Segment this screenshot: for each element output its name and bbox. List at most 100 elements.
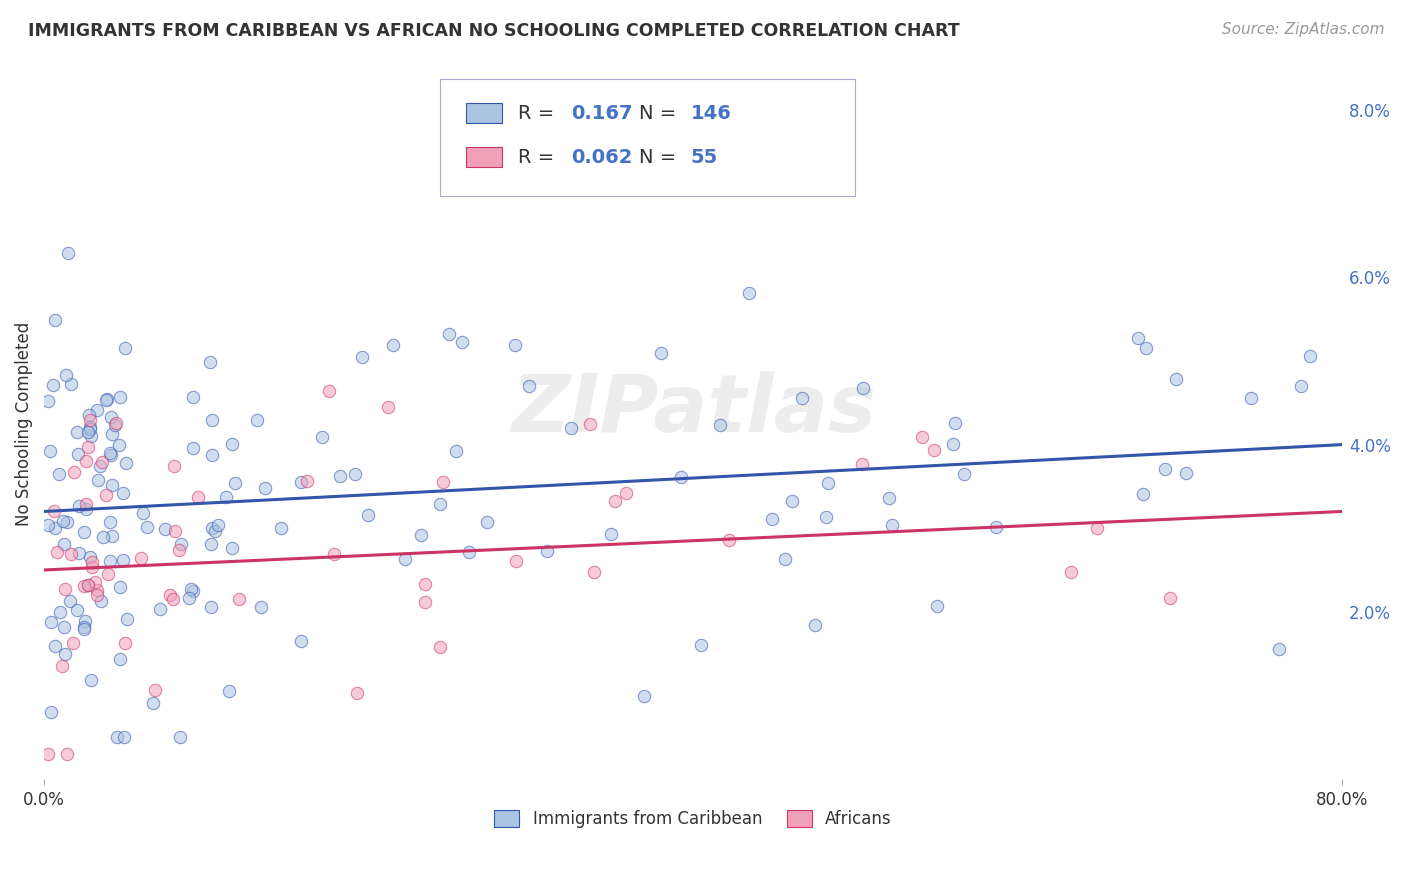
- Point: [1135, 341, 1157, 355]
- Point: [94, 392, 117, 407]
- Point: [350, 350, 373, 364]
- Point: [578, 417, 600, 432]
- Point: [690, 638, 713, 652]
- Point: [1132, 486, 1154, 500]
- Point: [44, 312, 66, 326]
- Point: [503, 337, 526, 351]
- Point: [201, 520, 224, 534]
- Point: [775, 552, 797, 566]
- Point: [73, 525, 96, 540]
- Text: IMMIGRANTS FROM CARIBBEAN VS AFRICAN NO SCHOOLING COMPLETED CORRELATION CHART: IMMIGRANTS FROM CARIBBEAN VS AFRICAN NO …: [28, 22, 960, 40]
- Point: [49, 605, 72, 619]
- Point: [329, 469, 352, 483]
- Point: [444, 443, 467, 458]
- Point: [200, 600, 222, 615]
- Point: [437, 326, 460, 341]
- Point: [943, 416, 966, 430]
- Point: [59, 594, 82, 608]
- Point: [45, 545, 67, 559]
- Point: [110, 390, 132, 404]
- Point: [108, 580, 131, 594]
- Point: [84, 574, 107, 589]
- Point: [44, 521, 66, 535]
- Point: [37, 518, 59, 533]
- Point: [814, 510, 837, 524]
- Point: [107, 438, 129, 452]
- Point: [187, 490, 209, 504]
- Point: [169, 730, 191, 744]
- Point: [135, 520, 157, 534]
- Point: [633, 689, 655, 703]
- Point: [927, 599, 949, 614]
- Point: [86, 588, 108, 602]
- Point: [39, 705, 62, 719]
- Point: [877, 491, 900, 505]
- Point: [451, 335, 474, 350]
- Point: [53, 582, 76, 597]
- Text: 146: 146: [690, 103, 731, 123]
- Point: [96, 392, 118, 406]
- Point: [169, 537, 191, 551]
- Point: [56, 246, 79, 260]
- Point: [162, 592, 184, 607]
- Point: [207, 518, 229, 533]
- Point: [218, 684, 240, 698]
- Point: [181, 583, 204, 598]
- Point: [80, 555, 103, 569]
- Point: [82, 559, 104, 574]
- Point: [669, 470, 692, 484]
- Point: [221, 541, 243, 556]
- Point: [650, 345, 672, 359]
- Point: [52, 620, 75, 634]
- Point: [114, 341, 136, 355]
- Point: [112, 486, 135, 500]
- Point: [1153, 462, 1175, 476]
- Legend: Immigrants from Caribbean, Africans: Immigrants from Caribbean, Africans: [488, 803, 898, 835]
- Point: [115, 456, 138, 470]
- Point: [86, 583, 108, 598]
- Point: [59, 376, 82, 391]
- Point: [458, 545, 481, 559]
- Point: [880, 517, 903, 532]
- Point: [851, 457, 873, 471]
- Point: [111, 553, 134, 567]
- Point: [75, 497, 97, 511]
- Point: [104, 418, 127, 433]
- Point: [79, 408, 101, 422]
- Point: [153, 522, 176, 536]
- Point: [59, 547, 82, 561]
- Point: [323, 547, 346, 561]
- Point: [79, 422, 101, 436]
- Point: [246, 412, 269, 426]
- Point: [942, 437, 965, 451]
- Point: [52, 537, 75, 551]
- Point: [55, 368, 77, 383]
- Point: [254, 481, 277, 495]
- Point: [37, 393, 59, 408]
- Point: [409, 528, 432, 542]
- Point: [179, 591, 201, 605]
- Point: [98, 554, 121, 568]
- Point: [290, 633, 312, 648]
- Point: [984, 519, 1007, 533]
- Point: [77, 425, 100, 439]
- Point: [432, 475, 454, 489]
- Point: [51, 659, 73, 673]
- Point: [101, 529, 124, 543]
- Point: [66, 425, 89, 439]
- Point: [100, 448, 122, 462]
- Point: [86, 403, 108, 417]
- Point: [343, 467, 366, 481]
- Point: [90, 594, 112, 608]
- Point: [62, 636, 84, 650]
- Point: [517, 379, 540, 393]
- Point: [86, 473, 108, 487]
- Point: [72, 579, 94, 593]
- Point: [738, 286, 761, 301]
- Point: [75, 502, 97, 516]
- Point: [357, 508, 380, 522]
- Point: [159, 588, 181, 602]
- Point: [53, 647, 76, 661]
- Point: [80, 429, 103, 443]
- Point: [98, 516, 121, 530]
